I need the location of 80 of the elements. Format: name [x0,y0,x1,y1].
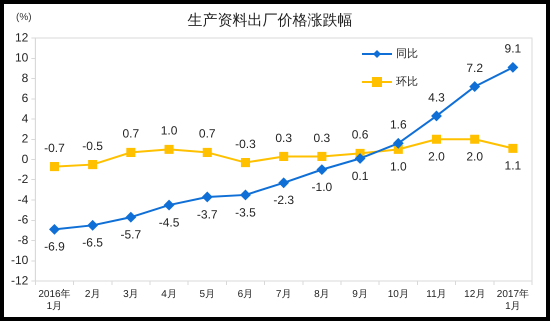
data-label: 0.1 [352,168,369,183]
point [317,152,326,161]
point [202,148,212,157]
x-tick-label: 7月 [276,288,292,300]
data-label: 0.3 [275,130,292,145]
point [240,158,250,168]
x-tick-label: 12月 [464,288,486,300]
x-tick-label: 4月 [161,288,177,300]
legend-label: 环比 [396,75,418,88]
point [393,138,404,148]
point [88,220,98,230]
point [355,153,366,164]
y-tick-label: -2 [18,172,29,186]
data-label: 2.0 [428,150,446,164]
point [164,144,174,154]
data-label: -0.3 [235,136,256,151]
y-tick-label: -4 [18,192,29,206]
point [316,164,327,175]
x-tick-label: 8月 [314,288,330,300]
y-tick-label: -8 [18,232,29,247]
data-label: -3.7 [196,207,218,222]
x-tick-label: 6月 [238,288,254,300]
point [126,148,136,157]
point [49,224,60,234]
data-label: -1.0 [312,180,333,194]
y-tick-label: 10 [14,50,29,65]
data-label: -0.5 [82,138,104,153]
y-tick-label: 6 [22,91,29,106]
point [88,160,98,170]
point [432,134,442,144]
data-label: -3.5 [235,205,256,220]
data-label: 4.3 [428,90,446,104]
data-label: -0.7 [44,140,66,155]
point [50,162,59,172]
point [279,152,288,161]
point [278,178,289,188]
point [431,110,442,121]
chart-title: 生产资料出厂价格涨跌幅 [188,12,352,30]
y-tick-label: -6 [18,212,29,227]
data-label: -5.7 [120,228,142,242]
x-tick-label: 2017年 1月 [496,288,530,312]
x-tick-label: 9月 [352,288,368,300]
data-label: 2.0 [466,150,484,164]
data-label: 1.1 [504,158,522,173]
x-tick-label: 5月 [199,288,216,300]
data-label: -6.5 [82,236,104,250]
x-tick-label: 3月 [123,288,139,300]
data-label: -2.3 [273,193,294,208]
point [470,134,480,144]
y-tick-label: 8 [22,70,29,85]
point [164,200,174,210]
point [508,62,518,72]
y-axis-title: (%) [16,12,32,23]
y-tick-label: 0 [22,152,29,166]
x-tick-label: 10月 [388,288,409,300]
data-label: 1.0 [160,124,178,138]
data-label: 9.1 [504,42,522,56]
point [508,144,518,153]
data-label: -4.5 [158,215,180,230]
point [202,192,212,202]
x-tick-label: 2016年 1月 [38,288,71,312]
y-tick-label: 4 [22,111,29,126]
point [240,190,250,200]
data-label: 1.6 [390,118,407,132]
y-tick-label: -10 [11,253,29,268]
y-tick-label: -12 [11,273,29,288]
data-label: -6.9 [44,240,66,254]
legend-label: 同比 [396,47,418,60]
point [126,212,136,222]
data-label: 7.2 [466,60,484,75]
data-label: 0.7 [198,126,216,141]
y-tick-label: 2 [22,132,29,146]
x-tick-label: 2月 [84,288,100,300]
data-label: 1.0 [390,160,407,174]
y-tick-label: 12 [14,30,29,44]
data-label: 0.6 [352,128,369,142]
data-label: 0.3 [314,130,331,145]
point [470,82,480,92]
data-label: 0.7 [122,126,140,141]
x-tick-label: 11月 [426,288,447,300]
